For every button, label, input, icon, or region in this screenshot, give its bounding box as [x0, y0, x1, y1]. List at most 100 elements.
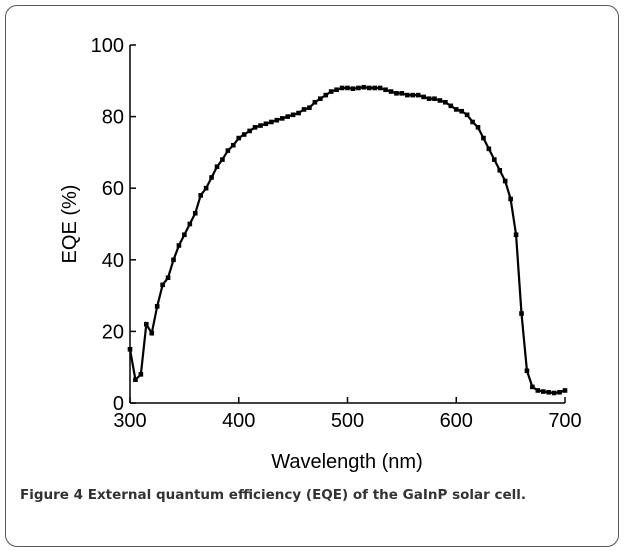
data-point: [410, 92, 416, 98]
data-point: [530, 384, 535, 390]
data-point: [453, 107, 459, 112]
data-point: [236, 135, 242, 141]
data-point: [405, 92, 410, 98]
data-point: [486, 146, 492, 152]
data-point: [399, 91, 405, 96]
data-point: [448, 103, 454, 109]
data-point: [296, 110, 301, 116]
data-point: [540, 389, 546, 394]
data-point: [323, 92, 329, 98]
x-tick-label: 700: [548, 410, 581, 432]
data-point: [502, 178, 508, 184]
caption-label: Figure 4: [20, 487, 84, 503]
data-point: [203, 185, 209, 191]
data-point: [562, 388, 568, 393]
data-point: [372, 85, 377, 91]
caption: Figure 4 External quantum efficiency (EQ…: [20, 484, 605, 506]
x-tick-label: 600: [440, 410, 473, 432]
data-point: [546, 389, 551, 395]
data-point: [345, 85, 350, 91]
data-point: [165, 275, 171, 280]
data-point: [415, 92, 421, 98]
data-point: [350, 86, 356, 91]
data-point: [513, 232, 519, 238]
data-point: [492, 157, 497, 162]
data-point: [459, 108, 464, 114]
data-point: [154, 304, 160, 309]
data-point: [209, 175, 214, 180]
data-point: [160, 282, 165, 288]
data-point: [426, 96, 432, 101]
x-tick-label: 400: [222, 410, 255, 432]
data-point: [437, 98, 443, 103]
data-point: [127, 347, 133, 352]
data-point: [432, 96, 437, 101]
data-point: [285, 114, 290, 119]
y-tick-label: 20: [102, 321, 124, 343]
data-point: [279, 116, 285, 121]
data-point: [214, 164, 220, 170]
data-point: [383, 87, 388, 93]
data-point: [176, 243, 182, 248]
data-point: [497, 168, 503, 173]
data-point: [220, 157, 225, 162]
data-point: [443, 99, 448, 105]
y-axis-label: EQE (%): [59, 185, 81, 264]
data-point: [328, 89, 334, 94]
data-point: [519, 311, 524, 316]
y-tick-label: 60: [102, 178, 124, 200]
y-tick-label: 80: [102, 107, 124, 129]
data-point: [198, 193, 203, 198]
data-point: [470, 119, 475, 125]
data-point: [312, 99, 318, 105]
data-point: [421, 94, 426, 100]
y-tick-label: 100: [91, 35, 124, 57]
data-point: [334, 87, 339, 93]
data-point: [481, 135, 486, 141]
data-point: [508, 196, 513, 202]
data-point: [252, 125, 258, 130]
data-line: [128, 86, 566, 395]
data-point: [241, 132, 247, 137]
figure-frame: [5, 5, 619, 547]
data-point: [133, 377, 138, 383]
data-point: [475, 125, 481, 130]
data-point: [258, 123, 263, 128]
x-axis-label: Wavelength (nm): [271, 451, 423, 473]
data-point: [144, 321, 149, 327]
data-point: [535, 388, 541, 393]
data-point: [366, 85, 372, 91]
caption-text: External quantum efficiency (EQE) of the…: [87, 487, 527, 503]
data-point: [182, 232, 187, 238]
data-point: [551, 390, 557, 396]
data-point: [231, 142, 236, 148]
chart: Wavelength (nm) EQE (%) 0 20 40 60 80 100 300 4…: [59, 35, 582, 473]
data-point: [307, 105, 312, 110]
data-point: [274, 117, 280, 123]
x-tick-label: 300: [113, 410, 146, 432]
data-point: [290, 112, 296, 118]
data-point: [192, 210, 198, 216]
data-point: [301, 107, 307, 112]
data-point: [171, 257, 176, 263]
data-point: [263, 121, 269, 127]
data-point: [557, 389, 562, 395]
data-point: [138, 372, 144, 377]
data-point: [377, 85, 383, 91]
data-point: [356, 85, 361, 91]
data-point: [388, 89, 394, 94]
data-point: [318, 96, 323, 101]
data-point: [247, 128, 252, 134]
y-tick-label: 40: [102, 250, 124, 272]
data-point: [149, 330, 155, 336]
data-point: [225, 148, 231, 153]
x-tick-label: 500: [331, 410, 364, 432]
data-point: [464, 112, 470, 118]
data-point: [361, 84, 367, 90]
data-point: [269, 119, 274, 125]
data-point: [339, 85, 345, 91]
y-tick-label: 0: [113, 393, 124, 415]
data-point: [394, 91, 399, 96]
data-point: [524, 368, 530, 374]
